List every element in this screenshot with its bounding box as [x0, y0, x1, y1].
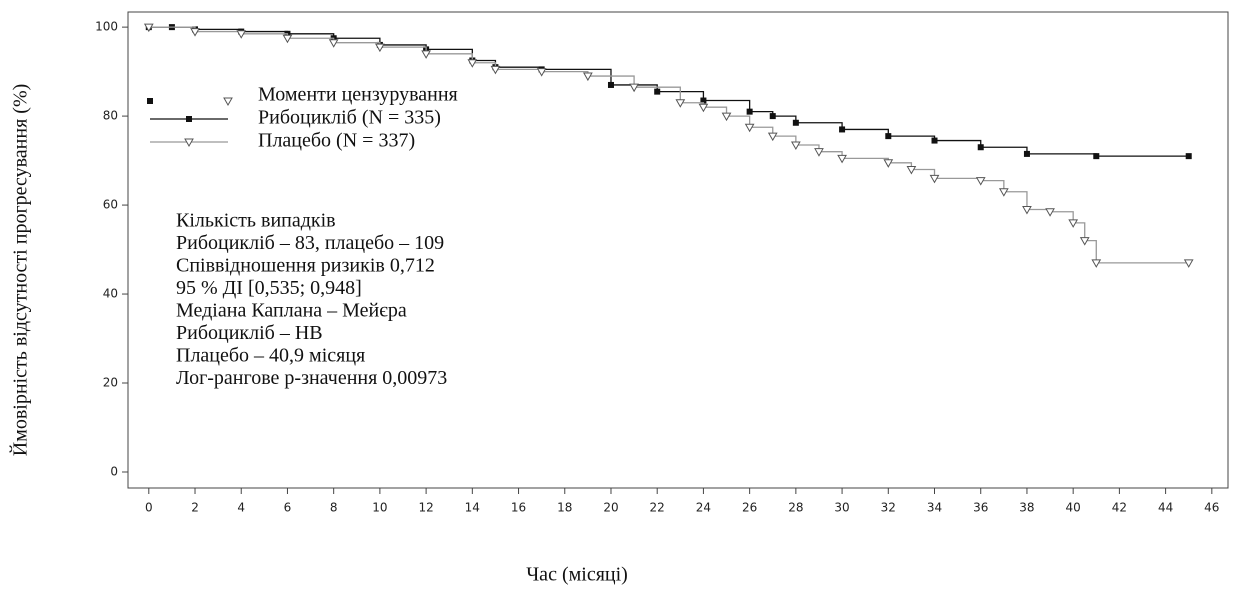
censor-marker [769, 113, 776, 120]
censor-marker [767, 132, 778, 142]
censor-marker [223, 97, 233, 107]
censor-marker [839, 126, 846, 133]
censor-marker [536, 68, 547, 77]
censor-marker [931, 137, 938, 144]
censor-marker [837, 154, 847, 164]
y-tick-label: 60 [103, 198, 118, 212]
y-tick-label: 100 [95, 20, 118, 34]
censor-marker [975, 177, 986, 186]
annotation: Лог-рангове p-значення 0,00973 [176, 367, 447, 389]
y-tick-label: 0 [110, 464, 118, 478]
x-tick-label: 32 [881, 501, 896, 515]
y-axis-label: Ймовірність відсутності прогресування (%… [9, 84, 32, 457]
x-axis-label: Час (місяці) [526, 564, 628, 586]
censor-marker [147, 98, 153, 104]
plot-frame [127, 11, 1229, 489]
censor-marker [1185, 153, 1192, 160]
annotation: Рибоцикліб – НВ [176, 322, 323, 344]
legend-title: Моменти цензурування [258, 84, 458, 106]
censor-marker [1022, 206, 1032, 215]
censor-marker [906, 165, 917, 175]
censor-marker [700, 97, 707, 104]
censor-marker [885, 133, 892, 140]
censor-marker [583, 72, 593, 82]
censor-marker [790, 141, 801, 151]
censor-marker [143, 23, 154, 33]
x-tick-label: 8 [330, 501, 338, 515]
censor-marker [328, 39, 339, 48]
x-tick-label: 22 [650, 501, 665, 515]
annotation: Медіана Каплана – Мейєра [176, 300, 407, 322]
censor-marker [883, 159, 894, 168]
annotation: 95 % ДІ [0,535; 0,948] [176, 277, 362, 299]
x-tick-label: 16 [511, 501, 526, 515]
censor-marker [698, 103, 709, 113]
x-tick-label: 24 [696, 501, 711, 515]
censor-marker [1023, 150, 1030, 157]
annotation: Рибоцикліб – 83, плацебо – 109 [176, 232, 444, 254]
x-tick-label: 30 [834, 501, 849, 515]
x-tick-label: 46 [1204, 501, 1219, 515]
x-tick-label: 34 [927, 501, 942, 515]
censor-marker [184, 138, 194, 148]
censor-marker [675, 99, 686, 108]
x-tick-label: 18 [557, 501, 572, 515]
annotation: Співвідношення ризиків 0,712 [176, 255, 435, 277]
censor-marker [998, 188, 1009, 197]
x-tick-label: 26 [742, 501, 757, 515]
y-tick-label: 40 [103, 287, 118, 301]
censor-marker [1068, 219, 1079, 228]
censor-marker [746, 108, 753, 115]
censor-marker [1045, 208, 1055, 217]
censor-marker [236, 30, 247, 39]
censor-marker [977, 144, 984, 151]
censor-marker [744, 123, 755, 133]
x-tick-label: 6 [284, 501, 292, 515]
censor-marker [1093, 153, 1100, 160]
x-tick-label: 2 [191, 501, 199, 515]
annotation: Плацебо – 40,9 місяця [176, 345, 365, 367]
censor-marker [814, 148, 824, 157]
x-tick-label: 14 [465, 501, 480, 515]
y-tick-label: 20 [103, 376, 118, 390]
x-tick-label: 40 [1066, 501, 1081, 515]
x-tick-label: 0 [145, 501, 153, 515]
x-tick-label: 12 [418, 501, 433, 515]
x-tick-label: 28 [788, 501, 803, 515]
censor-marker [490, 65, 501, 75]
censor-marker [607, 81, 614, 88]
annotation: Кількість випадків [176, 210, 336, 232]
censor-marker [929, 174, 940, 184]
x-tick-label: 42 [1112, 501, 1127, 515]
censor-marker [629, 83, 639, 93]
censor-marker [792, 119, 799, 126]
censor-marker [467, 59, 478, 68]
x-tick-label: 10 [372, 501, 387, 515]
x-tick-label: 4 [237, 501, 245, 515]
y-tick-label: 80 [103, 109, 118, 123]
censor-marker [1091, 259, 1102, 268]
censor-marker [721, 112, 732, 122]
censor-marker [1079, 237, 1090, 246]
x-tick-label: 38 [1019, 501, 1034, 515]
censor-marker [282, 34, 293, 44]
censor-marker [421, 50, 431, 59]
censor-marker [190, 28, 200, 37]
censor-marker [1183, 259, 1194, 268]
x-tick-label: 44 [1158, 501, 1173, 515]
censor-marker [375, 43, 385, 53]
censor-marker [186, 116, 192, 122]
legend-label: Плацебо (N = 337) [258, 130, 415, 152]
legend-label: Рибоцикліб (N = 335) [258, 107, 441, 129]
censor-marker [654, 88, 661, 95]
x-tick-label: 36 [973, 501, 988, 515]
x-tick-label: 20 [603, 501, 618, 515]
